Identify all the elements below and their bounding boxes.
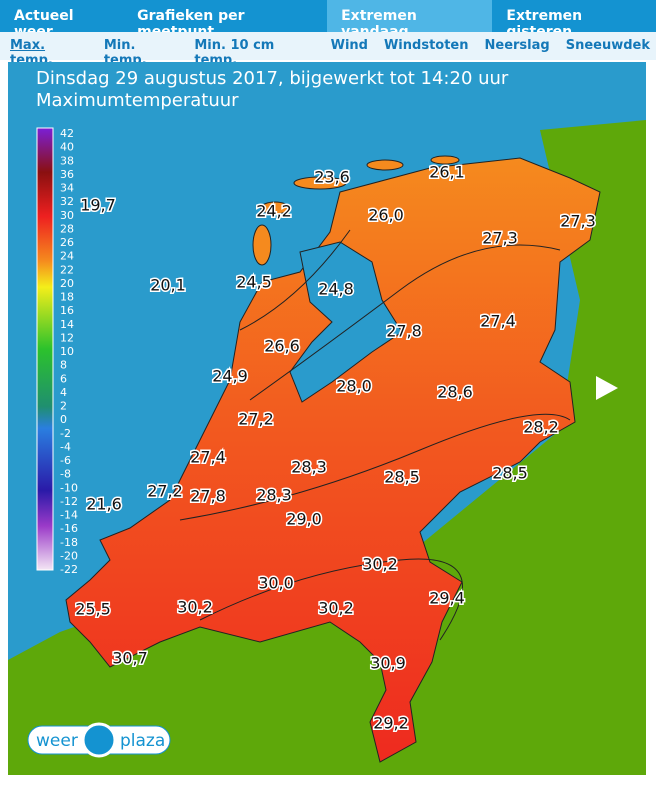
next-arrow[interactable] [596,376,618,400]
color-scale [36,127,54,571]
station-value: 28,5 [384,468,420,487]
scale-label: 6 [60,372,67,385]
subtab[interactable]: Sneeuwdek [565,38,650,53]
scale-label: 28 [60,222,74,235]
station-value: 30,2 [177,598,213,617]
scale-label: 42 [60,127,74,140]
scale-label: 32 [60,195,74,208]
station-value: 27,4 [190,448,226,467]
scale-label: 12 [60,331,74,344]
station-value: 27,8 [190,487,226,506]
station-value: 29,0 [286,510,322,529]
subtab[interactable]: Min. 10 cm temp. [194,38,275,68]
station-value: 28,6 [437,383,473,402]
scale-label: 40 [60,141,74,154]
station-value: 28,2 [523,418,559,437]
tab[interactable]: Extremen vandaag [327,0,493,40]
map-title: Dinsdag 29 augustus 2017, bijgewerkt tot… [36,68,509,89]
subtab-bar: Max. temp. Min. temp. Min. 10 cm temp. Wind… [0,32,656,68]
station-value: 19,7 [80,196,116,215]
station-value: 30,0 [258,574,294,593]
station-value: 28,5 [492,464,528,483]
station-value: 28,0 [336,377,372,396]
station-value: 27,8 [386,322,422,341]
station-value: 21,6 [86,495,122,514]
station-value: 24,8 [318,280,354,299]
tab-bar: Actueel weer Grafieken per meetpunt Extrem… [0,0,656,40]
scale-label: -8 [60,468,71,481]
tab[interactable]: Actueel weer [14,8,74,40]
scale-label: 8 [60,359,67,372]
station-value: 27,3 [482,229,518,248]
station-value: 29,2 [373,714,409,733]
scale-label: -2 [60,427,71,440]
station-value: 26,1 [429,163,465,182]
scale-label: -14 [60,509,78,522]
scale-label: -20 [60,549,78,562]
map: Dinsdag 29 augustus 2017, bijgewerkt tot… [8,62,646,775]
logo-text: weer [36,731,78,751]
station-value: 24,9 [212,367,248,386]
station-value: 23,6 [314,168,350,187]
subtab[interactable]: Windstoten [383,38,469,53]
scale-label: -22 [60,563,78,576]
logo-text: plaza [120,731,165,751]
scale-label: 0 [60,413,67,426]
station-value: 28,3 [291,458,327,477]
islands [252,155,460,266]
subtab[interactable]: Max. temp. [10,38,53,68]
scale-label: 20 [60,277,74,290]
station-value: 26,6 [264,337,300,356]
station-value: 30,2 [318,599,354,618]
station-value: 28,3 [256,486,292,505]
station-value: 24,2 [256,202,292,221]
scale-label: -12 [60,495,78,508]
tab[interactable]: Grafieken per meetpunt [137,8,245,40]
scale-label: -16 [60,522,78,535]
isotherms [179,229,571,641]
scale-label: 4 [60,386,67,399]
scale-label: 10 [60,345,74,358]
ijsselmeer [289,241,403,403]
scale-label: -18 [60,536,78,549]
station-value: 20,1 [150,276,186,295]
subtab[interactable]: Wind [330,38,368,53]
station-value: 26,0 [368,206,404,225]
subtab[interactable]: Min. temp. [103,38,147,68]
logo-icon [81,722,117,758]
scale-label: -6 [60,454,71,467]
scale-label: 24 [60,250,74,263]
scale-label: 36 [60,168,74,181]
station-value: 24,5 [236,273,272,292]
scale-label: 34 [60,182,74,195]
scale-label: 16 [60,304,74,317]
station-value: 27,3 [560,212,596,231]
scale-label: 22 [60,263,74,276]
netherlands [65,157,601,763]
station-value: 30,7 [112,649,148,668]
tab[interactable]: Extremen gisteren [506,8,583,40]
scale-label: 2 [60,400,67,413]
scale-label: 30 [60,209,74,222]
scale-label: 26 [60,236,74,249]
scale-label: 14 [60,318,74,331]
subtab[interactable]: Neerslag [484,38,550,53]
station-value: 30,9 [370,654,406,673]
station-value: 29,4 [429,589,465,608]
station-value: 27,2 [238,410,274,429]
map-subtitle: Maximumtemperatuur [36,90,239,111]
scale-label: 38 [60,154,74,167]
station-value: 27,2 [147,482,183,501]
scale-label: 18 [60,291,74,304]
scale-label: -4 [60,440,71,453]
station-value: 27,4 [480,312,516,331]
station-value: 30,2 [362,555,398,574]
logo[interactable]: weer plaza [27,722,171,758]
scale-label: -10 [60,481,78,494]
station-value: 25,5 [75,600,111,619]
